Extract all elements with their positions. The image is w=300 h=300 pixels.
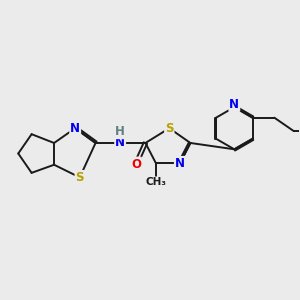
Text: O: O <box>131 158 141 171</box>
Text: N: N <box>115 136 125 149</box>
Text: S: S <box>76 171 84 184</box>
Text: S: S <box>165 122 174 135</box>
Text: N: N <box>70 122 80 135</box>
Text: H: H <box>115 125 125 138</box>
Text: N: N <box>175 157 185 170</box>
Text: CH₃: CH₃ <box>146 177 167 187</box>
Text: N: N <box>229 98 239 111</box>
